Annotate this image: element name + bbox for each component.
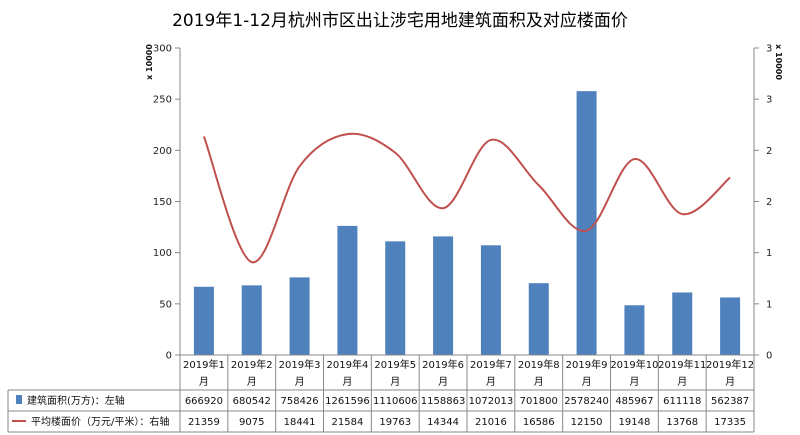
category-label: 月 <box>390 376 400 388</box>
table-cell-price: 21359 <box>188 417 220 428</box>
table-cell-area: 1261596 <box>325 396 370 407</box>
bar <box>528 283 549 355</box>
category-label: 2019年7 <box>470 358 512 371</box>
table-cell-area: 666920 <box>185 396 223 407</box>
table-cell-area: 611118 <box>663 396 701 407</box>
right-axis-scale-label: x 10000 <box>774 44 783 80</box>
right-tick-label: 1 <box>766 299 772 310</box>
category-label: 月 <box>677 376 687 388</box>
category-label: 2019年9 <box>566 358 608 371</box>
legend-bar-label: 建筑面积(万方)：左轴 <box>27 394 125 407</box>
table-cell-price: 12150 <box>571 417 603 428</box>
table-cell-area: 2578240 <box>564 396 609 407</box>
bar <box>672 292 693 355</box>
category-label: 月 <box>534 376 544 388</box>
table-cell-area: 1110606 <box>373 396 418 407</box>
bar <box>433 236 454 355</box>
table-cell-price: 14344 <box>427 417 459 428</box>
category-label: 2019年11 <box>658 358 706 371</box>
table-cell-area: 758426 <box>280 396 318 407</box>
table-cell-price: 18441 <box>284 417 316 428</box>
category-label: 月 <box>247 376 257 388</box>
category-label: 2019年2 <box>231 358 273 371</box>
table-cell-area: 701800 <box>520 396 558 407</box>
table-cell-price: 21584 <box>332 417 364 428</box>
right-tick-label: 1 <box>766 248 772 259</box>
right-tick-label: 2 <box>766 146 772 157</box>
category-label: 2019年1 <box>183 358 225 371</box>
table-cell-price: 13768 <box>666 417 698 428</box>
table-cell-price: 17335 <box>714 417 746 428</box>
table-cell-area: 680542 <box>233 396 271 407</box>
right-tick-label: 2 <box>766 197 772 208</box>
category-label: 月 <box>629 376 639 388</box>
bar <box>576 91 597 356</box>
bar <box>720 297 741 355</box>
left-tick-label: 200 <box>153 146 172 157</box>
bar <box>624 305 645 355</box>
left-tick-label: 50 <box>159 299 172 310</box>
bar <box>241 285 262 355</box>
right-tick-label: 3 <box>766 95 772 106</box>
category-label: 2019年3 <box>279 358 321 371</box>
legend-line-label: 平均楼面价（万元/平米）：右轴 <box>31 415 169 428</box>
legend-bar-swatch <box>16 395 22 404</box>
bar <box>193 286 214 355</box>
table-cell-area: 1072013 <box>469 396 514 407</box>
left-tick-label: 0 <box>166 351 172 362</box>
category-label: 2019年4 <box>327 358 369 371</box>
left-tick-label: 250 <box>153 95 172 106</box>
table-cell-price: 9075 <box>239 417 264 428</box>
bar <box>385 241 406 355</box>
category-label: 月 <box>438 376 448 388</box>
category-label: 月 <box>725 376 735 388</box>
table-cell-price: 19148 <box>619 417 651 428</box>
table-cell-price: 16586 <box>523 417 555 428</box>
category-label: 月 <box>199 376 209 388</box>
bar <box>480 245 501 355</box>
chart-title: 2019年1-12月杭州市区出让涉宅用地建筑面积及对应楼面价 <box>172 11 628 31</box>
category-label: 2019年5 <box>374 358 416 371</box>
right-tick-label: 0 <box>766 351 772 362</box>
category-label: 2019年6 <box>422 358 464 371</box>
table-cell-price: 19763 <box>379 417 411 428</box>
category-label: 2019年12 <box>706 358 754 371</box>
left-tick-label: 150 <box>153 197 172 208</box>
table-cell-area: 1158863 <box>421 396 466 407</box>
table-cell-area: 562387 <box>711 396 749 407</box>
category-label: 2019年10 <box>610 358 658 371</box>
category-label: 月 <box>486 376 496 388</box>
category-label: 月 <box>342 376 352 388</box>
left-tick-label: 300 <box>153 44 172 55</box>
left-axis-scale-label: x 10000 <box>145 44 154 80</box>
right-tick-label: 3 <box>766 44 772 55</box>
category-label: 月 <box>582 376 592 388</box>
bar <box>289 277 310 355</box>
table-cell-area: 485967 <box>615 396 653 407</box>
category-label: 2019年8 <box>518 358 560 371</box>
bar <box>337 225 358 355</box>
table-cell-price: 21016 <box>475 417 507 428</box>
left-tick-label: 100 <box>153 248 172 259</box>
category-label: 月 <box>295 376 305 388</box>
price-line <box>202 132 731 264</box>
